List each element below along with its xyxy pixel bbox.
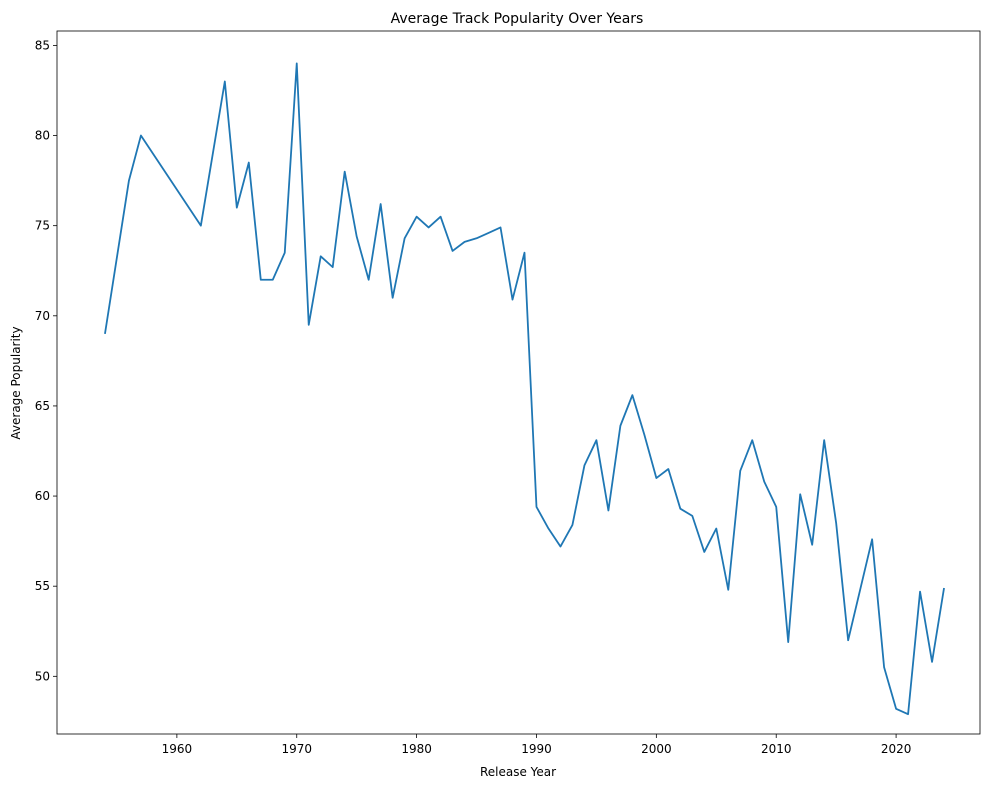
x-tick-label: 2010: [761, 742, 792, 756]
x-tick-label: 1970: [281, 742, 312, 756]
y-tick-label: 60: [35, 489, 50, 503]
y-tick-label: 80: [35, 129, 50, 143]
x-tick-label: 2000: [641, 742, 672, 756]
y-axis-label: Average Popularity: [9, 326, 23, 439]
y-tick-label: 55: [35, 579, 50, 593]
x-axis: 1960 1970 1980 1990 2000 2010 2020: [162, 734, 912, 756]
x-tick-label: 2020: [881, 742, 912, 756]
y-tick-label: 85: [35, 38, 50, 52]
chart-title: Average Track Popularity Over Years: [391, 11, 644, 27]
y-tick-label: 50: [35, 669, 50, 683]
plot-area: [104, 62, 945, 716]
y-axis: 50 55 60 65 70 75 80 85: [35, 38, 57, 683]
y-tick-label: 70: [35, 309, 50, 323]
x-tick-label: 1990: [521, 742, 552, 756]
y-tick-label: 65: [35, 399, 50, 413]
series-line: [104, 62, 945, 716]
x-tick-label: 1980: [401, 742, 432, 756]
x-axis-label: Release Year: [480, 765, 556, 779]
axes-frame: [56, 30, 981, 735]
x-tick-label: 1960: [162, 742, 193, 756]
y-tick-label: 75: [35, 219, 50, 233]
